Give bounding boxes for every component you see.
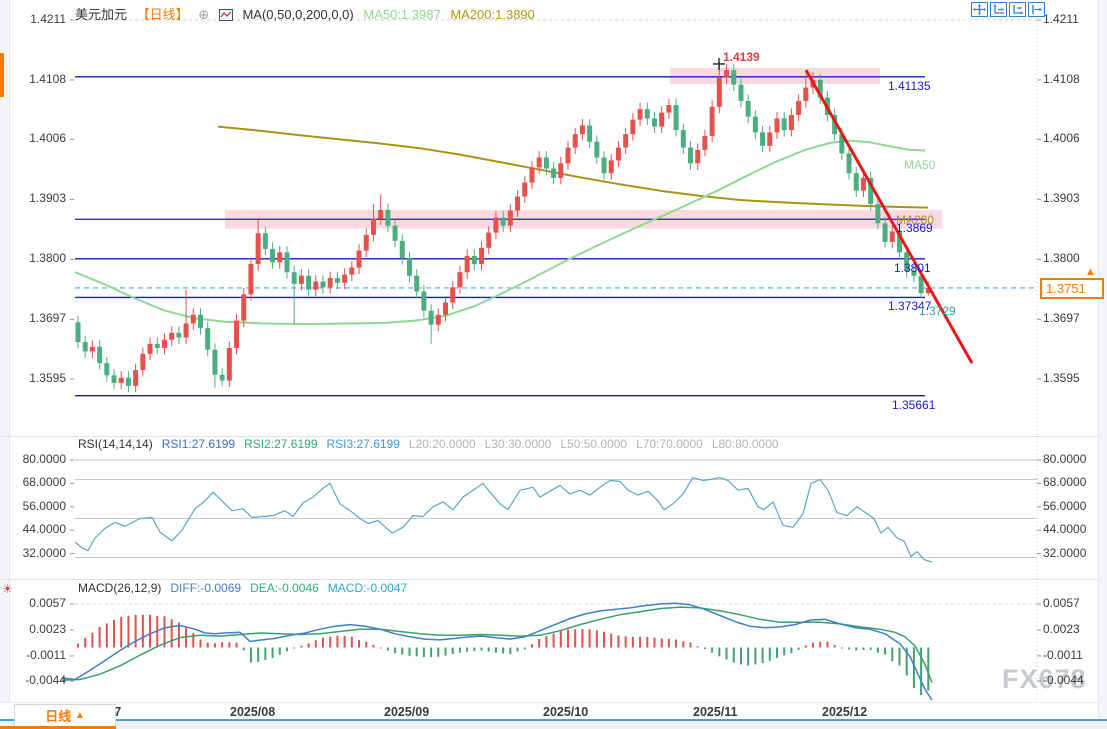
- rsi-readout: RSI3:27.6199: [326, 437, 400, 451]
- ma-settings-label: MA(0,50,0,200,0,0): [242, 7, 354, 22]
- trendline-group: [713, 57, 974, 364]
- bottom-blue-rule: [0, 719, 1107, 721]
- date-axis-label: 2025/08: [230, 705, 276, 719]
- date-axis-label: 2025/09: [384, 705, 430, 719]
- date-axis-label: 2025/10: [543, 705, 589, 719]
- ma200-readout: MA200:1.3890: [450, 7, 535, 22]
- fit-x-axis-icon[interactable]: [1009, 2, 1026, 17]
- panel-separator-2: [0, 579, 1098, 580]
- watermark: FX678: [1002, 664, 1087, 694]
- macd-panel: [61, 602, 1041, 701]
- macd-readouts: DIFF:-0.0069 DEA:-0.0046 MACD:-0.0047: [170, 581, 416, 595]
- date-axis-label: 2025/12: [822, 705, 868, 719]
- chart-toolbar: [971, 2, 1045, 17]
- macd-readout: DEA:-0.0046: [250, 581, 319, 595]
- timeframe-tab[interactable]: 日线 ▲: [14, 704, 116, 727]
- current-price-badge[interactable]: 1.3751: [1040, 278, 1104, 299]
- candles: [75, 61, 931, 393]
- shift-right-icon[interactable]: [1028, 2, 1045, 17]
- rsi-readout: RSI2:27.6199: [244, 437, 318, 451]
- macd-readout: MACD:-0.0047: [327, 581, 408, 595]
- panel-separator-3: [0, 702, 1098, 703]
- indicator-chart-icon[interactable]: [218, 9, 237, 24]
- macd-readout: DIFF:-0.0069: [170, 581, 242, 595]
- bottom-gray-strip: [0, 721, 1107, 729]
- chevron-up-icon: ▲: [74, 710, 85, 721]
- rsi-header: RSI(14,14,14) RSI1:27.6199 RSI2:27.6199 RSI…: [78, 437, 797, 451]
- timeframe-tab-underline: [0, 726, 116, 729]
- symbol-name: 美元加元: [75, 7, 128, 22]
- rsi-readout: L20:20.0000: [408, 437, 476, 451]
- macd-settings-sun-icon[interactable]: ☀: [2, 582, 13, 596]
- timeframe-label[interactable]: 【日线】: [136, 7, 189, 22]
- rsi-title: RSI(14,14,14): [78, 437, 153, 451]
- moving-averages: [74, 125, 929, 326]
- circle-plus-icon[interactable]: ⊕: [198, 7, 210, 22]
- horizontal-levels: [75, 76, 1037, 397]
- pan-crosshair-icon[interactable]: [971, 2, 988, 17]
- left-orange-marker: [0, 53, 4, 97]
- ma50-readout: MA50:1.3987: [363, 7, 441, 22]
- rsi-readout: L30:30.0000: [484, 437, 552, 451]
- price-up-arrow-icon: ▲: [1085, 266, 1096, 278]
- rsi-readouts: RSI1:27.6199 RSI2:27.6199 RSI3:27.6199 L20:…: [162, 437, 788, 451]
- macd-title: MACD(26,12,9): [78, 581, 162, 595]
- right-edge-strip: [1098, 0, 1107, 719]
- rsi-readout: L50:50.0000: [560, 437, 628, 451]
- rsi-readout: L80:80.0000: [711, 437, 779, 451]
- fit-y-axis-icon[interactable]: [990, 2, 1007, 17]
- timeframe-tab-label: 日线: [45, 709, 72, 724]
- macd-header: MACD(26,12,9) DIFF:-0.0069 DEA:-0.0046 MACD…: [78, 581, 425, 595]
- rsi-panel: [70, 459, 1041, 563]
- rsi-readout: RSI1:27.6199: [161, 437, 236, 451]
- chart-header: 美元加元 【日线】 ⊕ MA(0,50,0,200,0,0) MA50:1.39…: [75, 4, 541, 22]
- date-axis[interactable]: 2025/072025/082025/092025/102025/112025/…: [0, 703, 1098, 719]
- main-gridlines: [75, 14, 1038, 700]
- panel-separator-1: [0, 436, 1098, 437]
- date-axis-label: 2025/11: [693, 705, 738, 719]
- rsi-readout: L70:70.0000: [636, 437, 703, 451]
- left-edge-strip: [0, 0, 10, 703]
